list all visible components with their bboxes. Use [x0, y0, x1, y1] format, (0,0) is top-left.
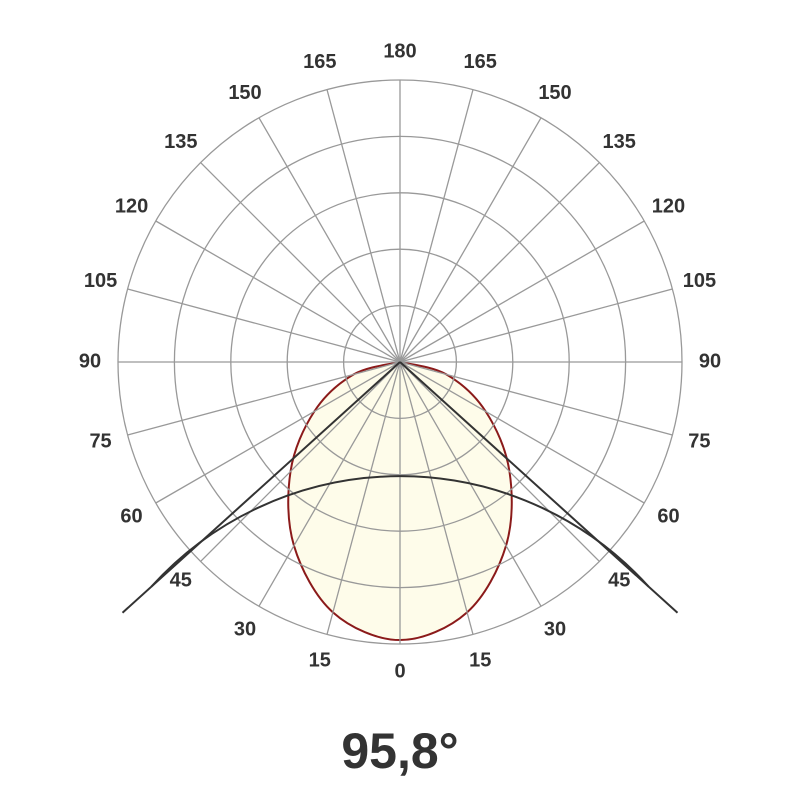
grid-spoke [399, 162, 600, 363]
grid-spoke [399, 89, 474, 363]
angle-tick-label: 15 [469, 650, 491, 672]
angle-tick-label: 30 [544, 619, 566, 641]
angle-tick-label: 75 [89, 431, 111, 453]
angle-tick-label: 90 [79, 350, 101, 372]
grid-spoke [127, 361, 401, 436]
angle-tick-label: 0 [394, 660, 405, 682]
angle-tick-label: 45 [170, 569, 192, 591]
grid-spoke [127, 288, 401, 363]
angle-tick-label: 105 [84, 270, 117, 292]
grid-spoke [155, 220, 401, 363]
grid-spoke [399, 117, 542, 363]
grid-spoke [399, 288, 673, 363]
beam-arc [150, 475, 650, 588]
grid-spoke [200, 162, 401, 363]
angle-tick-label: 45 [608, 569, 630, 591]
grid-spoke [326, 89, 401, 363]
grid-spoke [326, 361, 401, 635]
angle-tick-label: 150 [538, 82, 571, 104]
angle-tick-label: 135 [603, 131, 636, 153]
grid-spoke [200, 361, 401, 562]
angle-tick-label: 120 [115, 195, 148, 217]
grid-spoke [399, 361, 474, 635]
grid-spoke [399, 361, 600, 562]
beam-label: 95,8° [341, 723, 458, 779]
angle-tick-label: 75 [688, 431, 710, 453]
angle-tick-label: 15 [309, 650, 331, 672]
grid-spoke [399, 361, 645, 504]
angle-tick-label: 105 [683, 270, 716, 292]
angle-tick-label: 135 [164, 131, 197, 153]
beam-edge [121, 361, 401, 614]
angle-tick-label: 180 [383, 40, 416, 62]
angle-tick-label: 90 [699, 350, 721, 372]
angle-tick-label: 165 [464, 51, 497, 73]
grid-spoke [258, 117, 401, 363]
grid-spoke [399, 220, 645, 363]
angle-tick-label: 150 [228, 82, 261, 104]
angle-tick-label: 60 [120, 505, 142, 527]
angle-tick-label: 120 [652, 195, 685, 217]
grid-spoke [155, 361, 401, 504]
angle-tick-label: 165 [303, 51, 336, 73]
grid-spoke [399, 361, 673, 436]
beam-edge [399, 361, 679, 614]
angle-tick-label: 30 [234, 619, 256, 641]
angle-tick-label: 60 [657, 505, 679, 527]
